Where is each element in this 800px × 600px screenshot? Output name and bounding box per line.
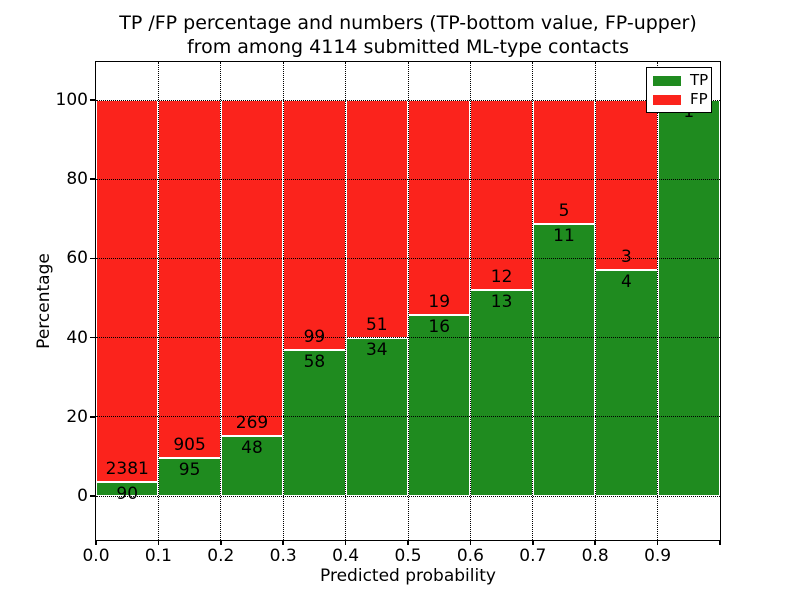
x-tick-mark-0: [95, 540, 97, 545]
y-tick-label-40: 40: [66, 327, 88, 348]
x-tick-label-0.9: 0.9: [644, 546, 672, 566]
x-tick-mark-3: [282, 540, 284, 545]
y-axis-label: Percentage: [34, 253, 54, 349]
x-tick-mark-4: [344, 540, 347, 545]
fp-bar-1: [158, 100, 221, 459]
x-tick-label-0.0: 0.0: [82, 546, 110, 566]
legend-entry-fp: FP: [653, 90, 708, 108]
y-tick-label-20: 20: [66, 406, 88, 427]
tp-color-swatch-icon: [653, 75, 681, 86]
x-tick-mark-9: [656, 540, 659, 545]
fp-bar-5: [408, 100, 471, 315]
y-tick-mark-100: [90, 99, 96, 101]
y-tick-mark-40: [90, 336, 96, 339]
x-tick-mark-2: [220, 540, 222, 545]
fp-color-swatch-icon: [653, 94, 681, 105]
fp-bar-3: [283, 100, 346, 350]
x-tick-label-0.8: 0.8: [581, 546, 609, 566]
fp-bar-6: [470, 100, 533, 291]
x-tick-label-0.3: 0.3: [269, 546, 297, 566]
y-tick-label-80: 80: [66, 169, 88, 190]
y-tick-label-100: 100: [55, 90, 88, 110]
y-tick-mark-80: [90, 178, 96, 180]
chart-title-line1: TP /FP percentage and numbers (TP-bottom…: [119, 12, 697, 34]
chart-title-line2: from among 4114 submitted ML-type contac…: [186, 36, 630, 58]
x-tick-label-0.2: 0.2: [207, 546, 235, 566]
x-axis-label: Predicted probability: [320, 566, 496, 586]
tp-bar-7: [532, 223, 596, 496]
tp-bar-8: [595, 269, 658, 496]
tp-bar-9: [657, 100, 720, 496]
x-tick-mark-10: [719, 540, 721, 545]
x-tick-mark-1: [157, 540, 160, 545]
legend-label-tp: TP: [690, 71, 709, 89]
y-tick-mark-20: [90, 416, 96, 418]
x-tick-label-0.5: 0.5: [394, 546, 422, 566]
fp-bar-2: [220, 100, 284, 437]
tp-bar-0: [96, 481, 159, 496]
y-tick-label-0: 0: [77, 486, 88, 506]
tp-bar-3: [283, 349, 346, 496]
x-tick-label-0.6: 0.6: [456, 546, 484, 566]
x-tick-label-0.1: 0.1: [144, 546, 172, 566]
x-tick-mark-5: [407, 540, 409, 545]
x-tick-mark-8: [594, 540, 596, 545]
legend-label-fp: FP: [690, 90, 708, 108]
y-tick-mark-60: [90, 257, 96, 260]
y-tick-mark-0: [90, 495, 96, 497]
x-tick-mark-6: [469, 540, 472, 545]
fp-bar-4: [345, 100, 408, 338]
legend-box: TP FP: [646, 67, 712, 113]
tp-bar-1: [158, 458, 221, 496]
legend-entry-tp: TP: [653, 71, 709, 89]
tp-bar-2: [220, 436, 284, 496]
fp-bar-7: [532, 100, 596, 224]
bars-layer: [96, 62, 720, 540]
fp-bar-8: [595, 100, 658, 270]
x-tick-label-0.4: 0.4: [332, 546, 360, 566]
fp-bar-0: [96, 100, 159, 482]
tp-bar-4: [345, 337, 408, 496]
x-tick-mark-7: [532, 540, 534, 545]
tp-bar-6: [470, 290, 533, 496]
x-tick-label-0.7: 0.7: [519, 546, 547, 566]
y-tick-label-60: 60: [66, 248, 88, 269]
tp-bar-5: [408, 314, 471, 496]
